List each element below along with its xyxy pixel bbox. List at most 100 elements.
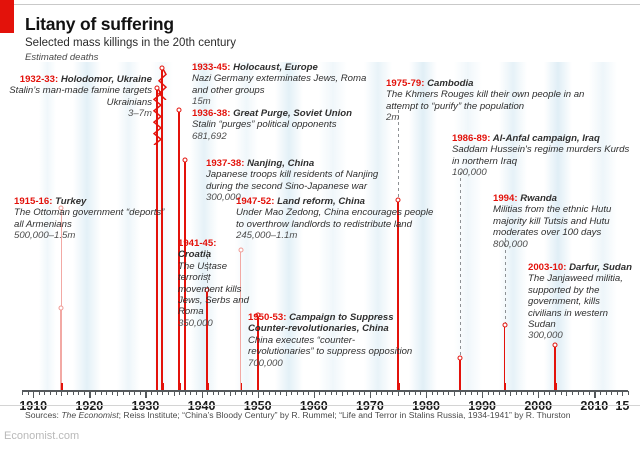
event-marker[interactable] bbox=[552, 342, 558, 348]
event-stem[interactable] bbox=[161, 68, 164, 390]
event-death-toll: 350,000 bbox=[178, 317, 213, 329]
axis-tick bbox=[566, 391, 568, 396]
event-marker[interactable] bbox=[154, 85, 160, 91]
axis-tick bbox=[162, 391, 164, 395]
event-years: 1936-38: bbox=[192, 108, 231, 119]
axis-tick bbox=[22, 391, 23, 395]
event-marker[interactable] bbox=[176, 107, 182, 113]
axis-tick bbox=[201, 391, 203, 398]
event-annotation: 1941-45: Croatia The Ustase terrorist mov… bbox=[178, 238, 252, 329]
event-annotation: 1936-38: Great Purge, Soviet Union Stalin… bbox=[192, 108, 382, 142]
axis-event-tick bbox=[61, 383, 63, 390]
axis-tick-label: 1910 bbox=[19, 399, 48, 413]
event-marker[interactable] bbox=[255, 312, 261, 318]
event-description: The Ottoman government “deports” all Arm… bbox=[14, 207, 165, 230]
axis-tick-label: 15 bbox=[615, 399, 630, 413]
event-stem[interactable] bbox=[206, 290, 208, 390]
event-description: Saddam Hussein's regime murders Kurds in… bbox=[452, 144, 630, 167]
background-band bbox=[498, 62, 527, 392]
event-title: Rwanda bbox=[517, 193, 557, 204]
event-description: China executes “counter-revolutionaries”… bbox=[248, 334, 413, 358]
axis-event-tick bbox=[207, 383, 209, 390]
background-band bbox=[117, 62, 140, 392]
event-years: 1994: bbox=[493, 193, 518, 204]
axis-tick bbox=[100, 391, 102, 395]
axis-tick bbox=[543, 391, 545, 395]
event-stem[interactable] bbox=[183, 160, 186, 390]
event-years: 1986-89: bbox=[452, 133, 491, 144]
axis-tick bbox=[347, 391, 349, 395]
axis-tick bbox=[156, 391, 158, 395]
axis-tick bbox=[583, 391, 585, 395]
axis-tick-label: 2010 bbox=[580, 399, 609, 413]
axis-tick bbox=[493, 391, 495, 395]
event-stem[interactable] bbox=[155, 88, 158, 390]
axis-tick bbox=[571, 391, 573, 395]
event-annotation: 1937-38: Nanjing, China Japanese troops k… bbox=[206, 158, 396, 204]
axis-tick bbox=[44, 391, 46, 395]
event-marker[interactable] bbox=[502, 322, 508, 328]
event-description: Stalin “purges” political opponents bbox=[192, 119, 337, 131]
event-marker[interactable] bbox=[58, 305, 64, 311]
event-marker[interactable] bbox=[457, 355, 463, 361]
event-stem[interactable] bbox=[554, 345, 556, 390]
axis-tick bbox=[151, 391, 153, 395]
axis-tick bbox=[409, 391, 411, 395]
event-marker[interactable] bbox=[204, 287, 210, 293]
event-description: Japanese troops kill residents of Nanjin… bbox=[206, 169, 379, 192]
axis-tick bbox=[285, 391, 287, 396]
background-band bbox=[190, 62, 219, 392]
axis-tick-label: 2000 bbox=[524, 399, 553, 413]
event-stem[interactable] bbox=[239, 250, 242, 390]
event-death-toll: 300,000 bbox=[528, 330, 563, 342]
axis-event-tick bbox=[240, 383, 243, 390]
axis-tick bbox=[252, 391, 254, 395]
axis-tick bbox=[240, 391, 242, 395]
axis-tick bbox=[454, 391, 456, 396]
event-heading-line: 1994: Rwanda bbox=[493, 193, 640, 204]
axis-tick bbox=[510, 391, 512, 396]
leader-line bbox=[459, 172, 461, 356]
event-stem[interactable] bbox=[458, 358, 461, 390]
event-stem[interactable] bbox=[178, 110, 180, 390]
axis-event-tick bbox=[397, 383, 400, 390]
axis-tick bbox=[358, 391, 360, 395]
event-annotation: 1947-52: Land reform, China Under Mao Zed… bbox=[236, 196, 436, 242]
event-marker[interactable] bbox=[182, 157, 188, 163]
top-divider bbox=[0, 4, 640, 5]
event-stem[interactable] bbox=[60, 308, 62, 390]
event-heading-line: 1975-79: Cambodia bbox=[386, 78, 601, 89]
event-stem[interactable] bbox=[397, 200, 399, 390]
event-marker[interactable] bbox=[395, 197, 401, 203]
event-marker[interactable] bbox=[238, 247, 244, 253]
sources-prefix: Sources: bbox=[25, 410, 62, 420]
axis-tick bbox=[549, 391, 551, 395]
axis-tick bbox=[111, 391, 113, 395]
axis-event-tick bbox=[162, 383, 164, 390]
axis-tick bbox=[538, 391, 540, 398]
page-title: Litany of suffering bbox=[25, 14, 174, 34]
axis-tick bbox=[123, 391, 124, 395]
axis-tick bbox=[291, 391, 293, 395]
axis-tick bbox=[386, 391, 388, 395]
axis-tick bbox=[235, 391, 237, 395]
event-description: The Khmers Rouges kill their own people … bbox=[386, 89, 585, 112]
event-heading-line: 1932-33: Holodomor, Ukraine bbox=[2, 74, 152, 85]
event-marker[interactable] bbox=[159, 65, 165, 71]
axis-tick bbox=[414, 391, 416, 395]
axis-tick bbox=[83, 391, 85, 395]
axis-tick bbox=[89, 391, 91, 398]
axis-tick bbox=[375, 391, 377, 395]
axis-tick-label: 1960 bbox=[299, 399, 328, 413]
axis-tick bbox=[224, 391, 225, 395]
axis-tick bbox=[167, 391, 169, 395]
event-stem[interactable] bbox=[503, 325, 506, 390]
axis-tick bbox=[27, 391, 29, 395]
event-stem[interactable] bbox=[256, 315, 259, 390]
axis-tick bbox=[487, 391, 489, 395]
axis-event-tick bbox=[156, 383, 159, 390]
event-description: The Janjaweed militia, supported by the … bbox=[528, 273, 623, 331]
axis-tick bbox=[605, 391, 607, 395]
event-title: Great Purge, Soviet Union bbox=[230, 108, 352, 119]
axis-tick bbox=[504, 391, 506, 395]
